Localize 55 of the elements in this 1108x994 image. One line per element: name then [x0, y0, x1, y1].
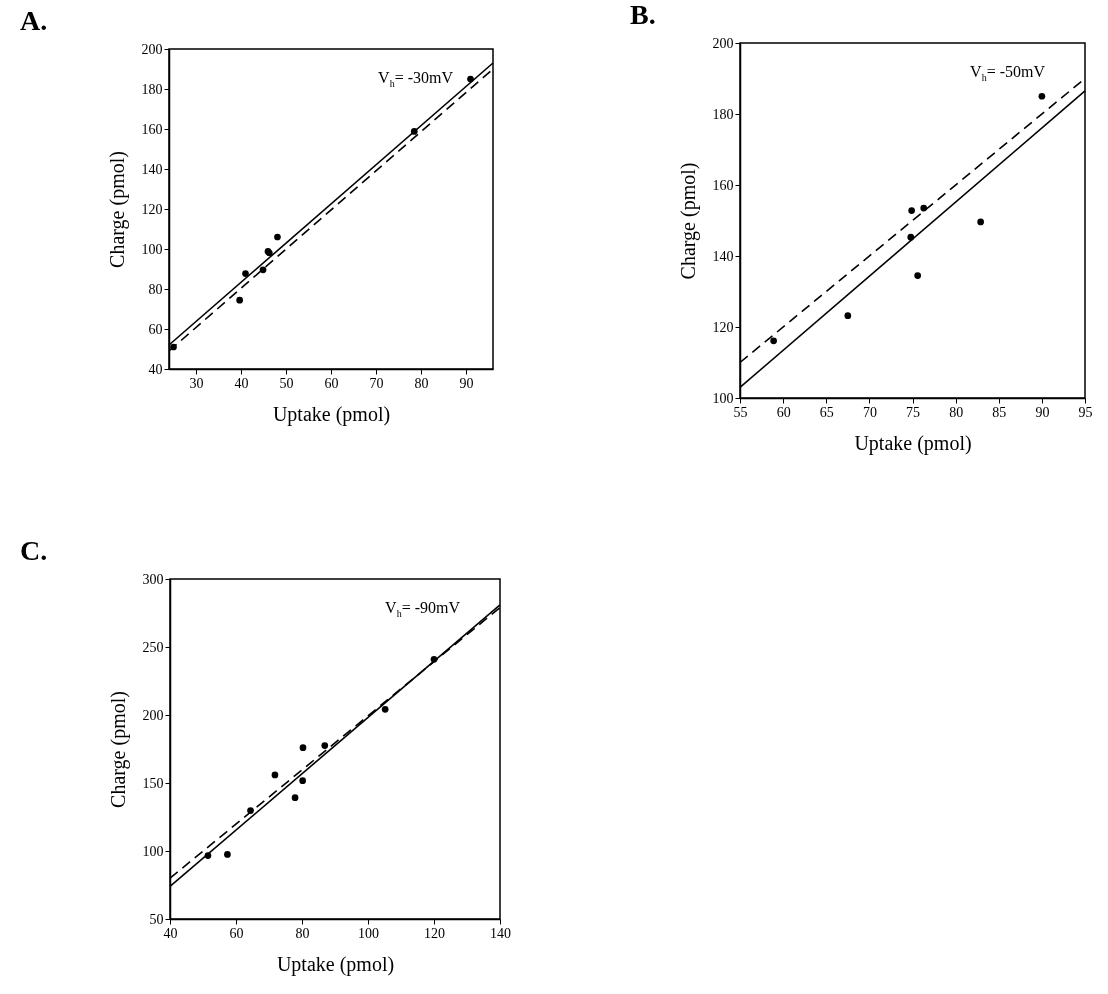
x-tick-label: 80 [295, 925, 310, 941]
x-axis-title: Uptake (pmol) [854, 431, 972, 455]
annotation: V$_{h}$= -90mV [385, 599, 460, 620]
x-tick-label: 90 [1035, 404, 1050, 420]
x-tick-label: 30 [189, 375, 204, 391]
y-axis-title: Charge (pmol) [105, 151, 129, 268]
y-tick-label: 100 [712, 390, 734, 406]
x-tick-label: 40 [234, 375, 249, 391]
x-tick-label: 80 [949, 404, 964, 420]
x-tick-label: 120 [424, 925, 445, 941]
y-tick-label: 100 [141, 241, 163, 257]
y-tick-label: 40 [148, 361, 163, 377]
y-tick-label: 180 [141, 81, 163, 97]
x-axis-title: Uptake (pmol) [276, 952, 395, 976]
x-tick-label: 60 [229, 925, 244, 941]
chart-title: B. [630, 0, 656, 30]
y-tick-label: 180 [712, 106, 734, 122]
x-tick-label: 70 [369, 375, 384, 391]
y-tick-label: 160 [141, 121, 163, 137]
x-tick-label: 80 [414, 375, 429, 391]
x-tick-label: 60 [324, 375, 339, 391]
x-tick-label: 70 [862, 404, 877, 420]
annotation: V$_{h}$= -30mV [378, 69, 453, 90]
y-axis-title: Charge (pmol) [106, 691, 130, 808]
annotation: V$_{h}$= -50mV [970, 63, 1045, 84]
y-tick-label: 140 [712, 248, 734, 264]
y-tick-label: 120 [141, 201, 163, 217]
chart-title: A. [20, 5, 48, 36]
y-tick-label: 150 [142, 775, 164, 791]
y-tick-label: 160 [712, 177, 734, 193]
y-tick-label: 300 [142, 571, 164, 587]
y-axis-title: Charge (pmol) [676, 162, 700, 280]
x-tick-label: 75 [906, 404, 920, 420]
x-tick-label: 85 [992, 404, 1007, 420]
y-tick-label: 100 [142, 843, 164, 859]
x-tick-label: 55 [733, 404, 748, 420]
y-tick-label: 200 [142, 707, 164, 723]
y-tick-label: 200 [141, 41, 163, 57]
x-tick-label: 100 [358, 925, 379, 941]
x-tick-label: 140 [490, 925, 511, 941]
chart-title: C. [20, 535, 48, 566]
y-tick-label: 140 [141, 161, 163, 177]
x-tick-label: 95 [1078, 404, 1093, 420]
y-tick-label: 60 [148, 321, 163, 337]
x-tick-label: 60 [776, 404, 791, 420]
y-tick-label: 50 [149, 911, 164, 927]
x-tick-label: 50 [279, 375, 294, 391]
y-tick-label: 120 [712, 319, 734, 335]
y-tick-label: 80 [148, 281, 163, 297]
y-tick-label: 200 [712, 35, 734, 51]
y-tick-label: 250 [142, 639, 164, 655]
x-axis-title: Uptake (pmol) [272, 402, 391, 426]
x-tick-label: 90 [459, 375, 474, 391]
x-tick-label: 40 [163, 925, 178, 941]
x-tick-label: 65 [819, 404, 834, 420]
